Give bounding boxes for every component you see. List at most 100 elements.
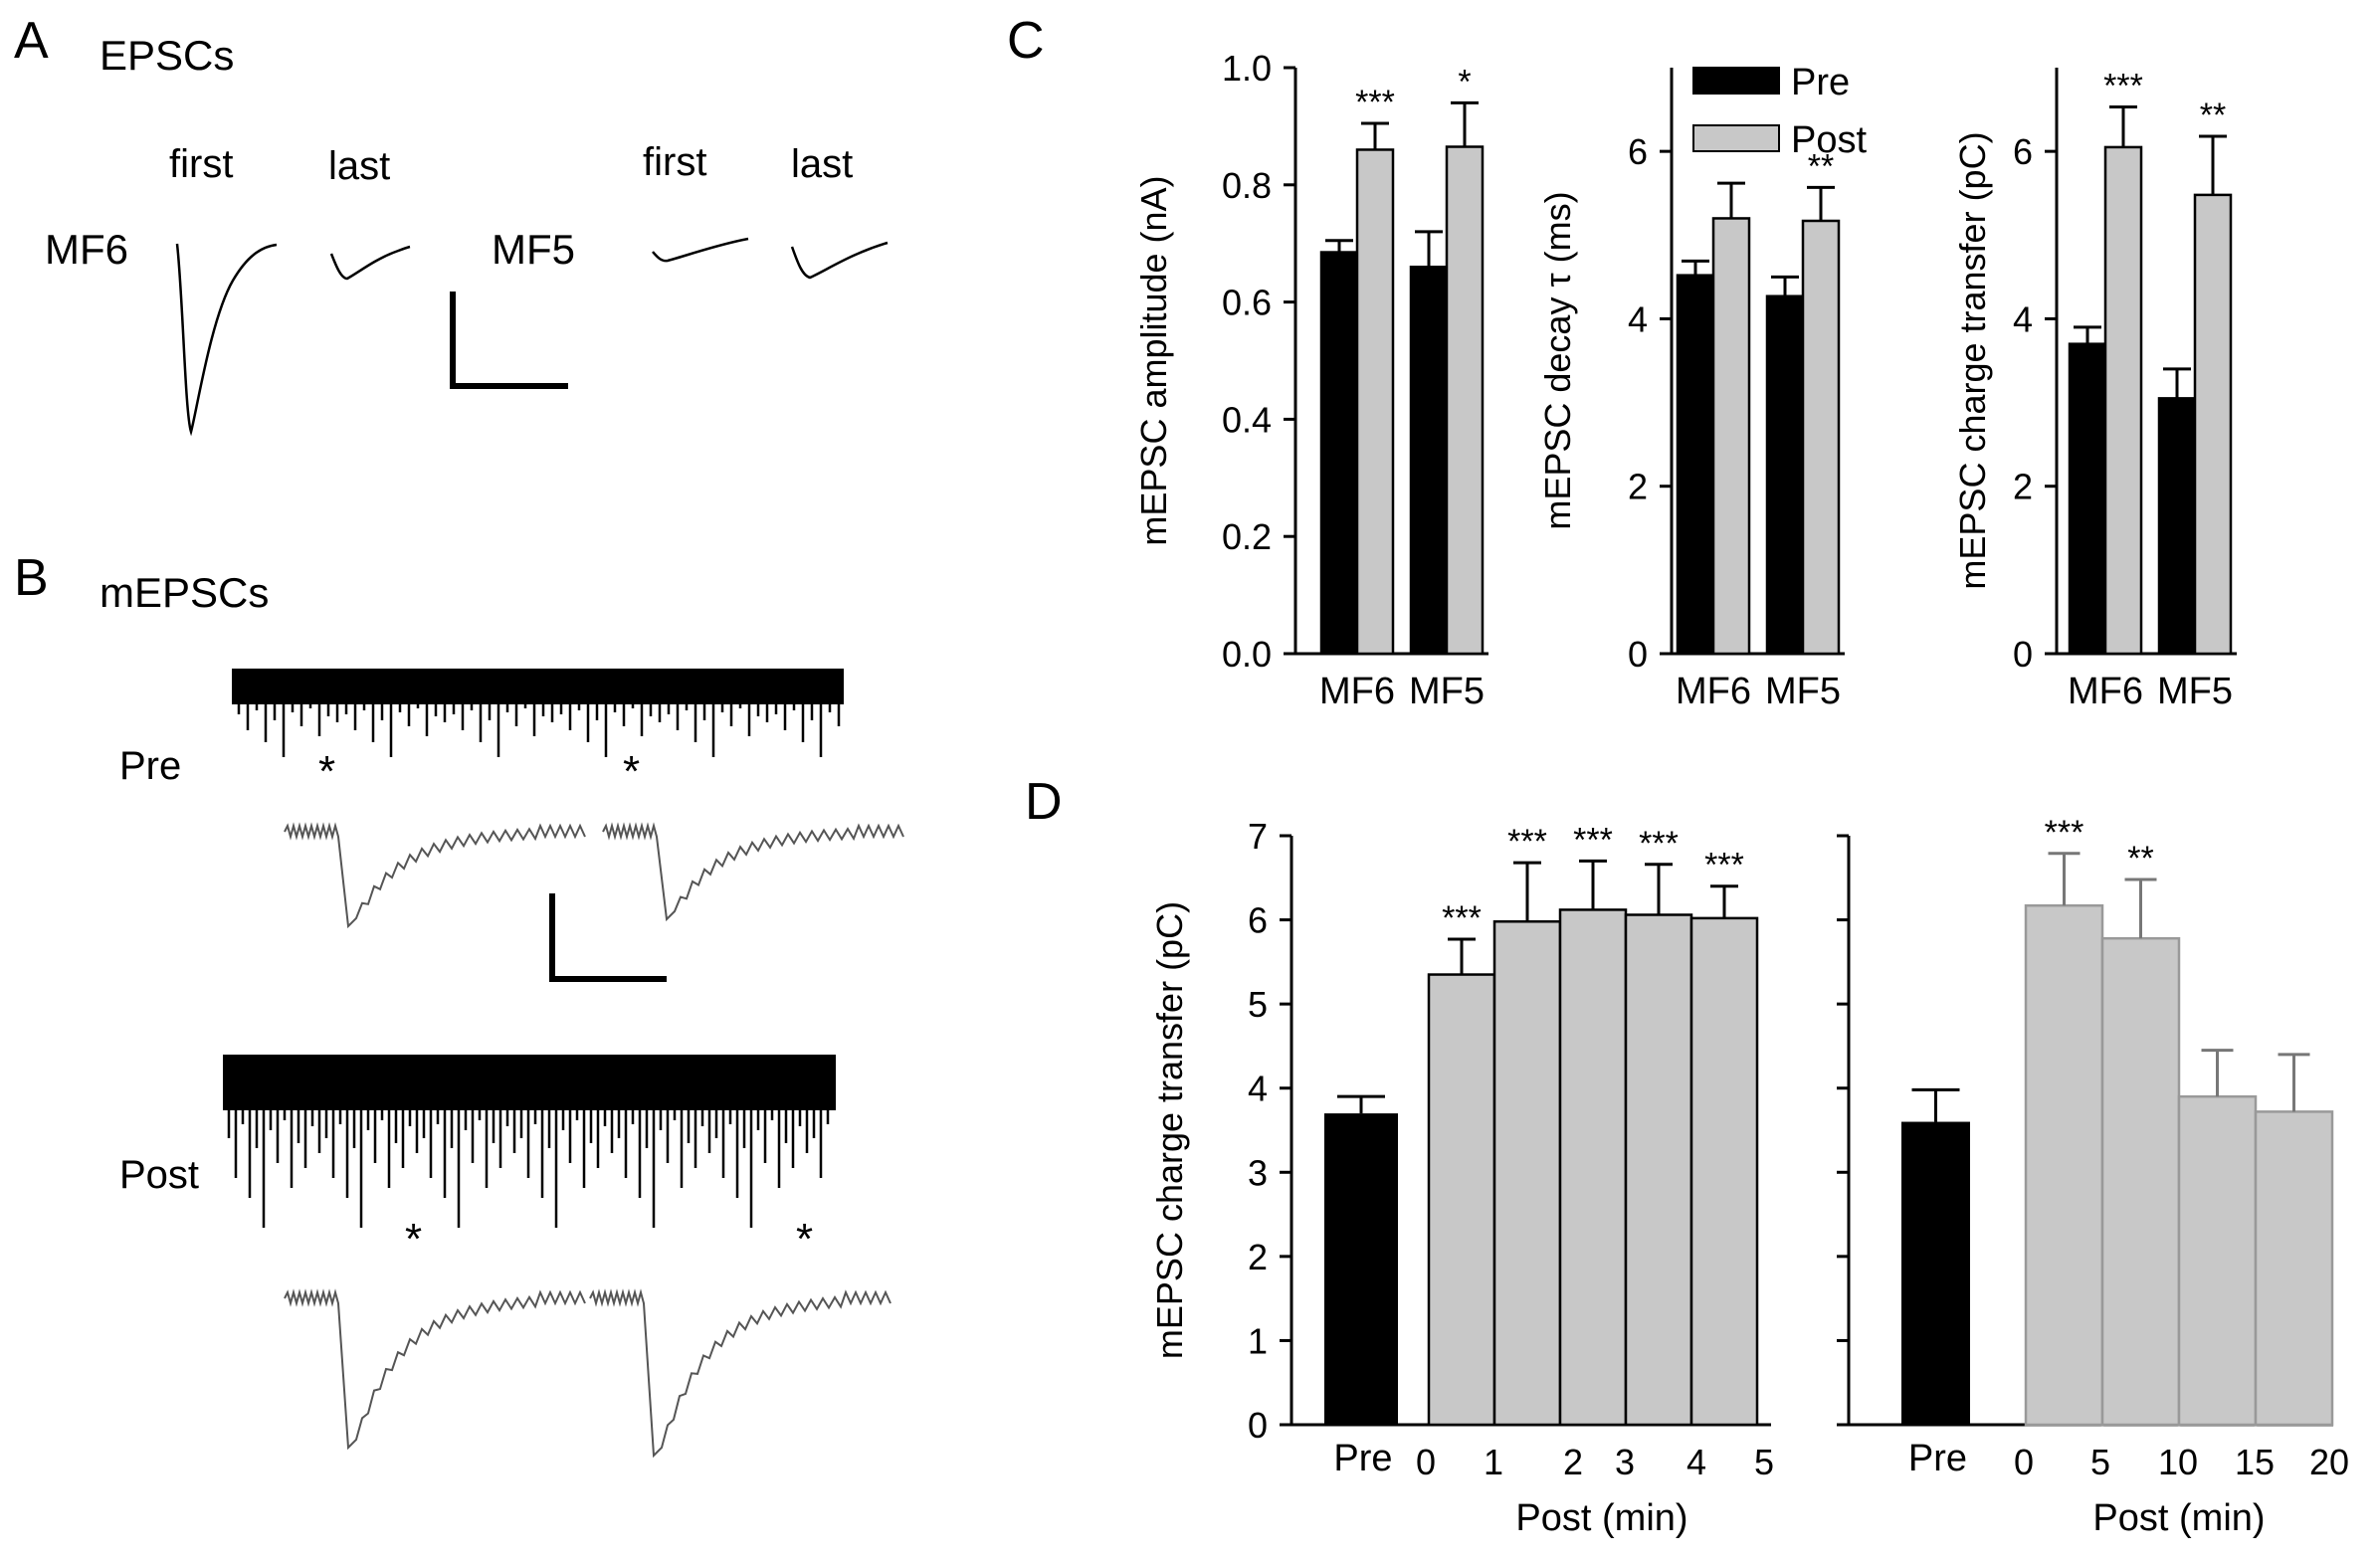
x-tick-label: 0 — [2014, 1442, 2034, 1482]
bar-pre — [1319, 251, 1359, 656]
x-tick-label: 15 — [2235, 1442, 2275, 1482]
panel-b-title: mEPSCs — [99, 569, 269, 616]
bar-post — [2100, 936, 2181, 1427]
significance-marker: * — [1458, 63, 1471, 100]
y-tick-label: 4 — [1628, 298, 1648, 339]
post-event-star-2: * — [796, 1215, 813, 1264]
post-event-star-1: * — [405, 1215, 422, 1264]
x-tick-label: 10 — [2158, 1442, 2198, 1482]
panel-b: B mEPSCs Pre Post * * * * — [14, 549, 904, 1459]
mepsc-scale-bar — [549, 893, 667, 982]
y-tick-label: 0.4 — [1222, 399, 1272, 440]
x-tick-label: 2 — [1563, 1442, 1583, 1482]
mepsc-pre-label: Pre — [119, 744, 181, 788]
bar-pre — [2068, 342, 2107, 656]
epsc-mf5-label: MF5 — [492, 226, 575, 273]
significance-marker: ** — [2200, 97, 2226, 134]
bar-post — [2024, 903, 2104, 1427]
panel-c-letter: C — [1007, 12, 1045, 70]
epsc-mf5-last-label: last — [791, 142, 853, 186]
mepsc-pre-trace-band — [232, 669, 844, 704]
legend-swatch-post — [1692, 124, 1780, 152]
y-tick-label: 3 — [1248, 1152, 1268, 1193]
y-axis-label: mEPSC decay τ (ms) — [1537, 191, 1578, 529]
y-axis-label: mEPSC charge transfer (pC) — [1149, 901, 1190, 1359]
x-category-label: MF5 — [1409, 671, 1485, 712]
y-tick-label: 1.0 — [1222, 48, 1272, 89]
x-tick-label: 5 — [1754, 1442, 1774, 1482]
panel-a-title: EPSCs — [99, 32, 234, 79]
y-tick-label: 0 — [1628, 634, 1648, 675]
y-tick-label: 0.8 — [1222, 165, 1272, 206]
x-pre-label: Pre — [1333, 1438, 1392, 1479]
chart-mepsc-decay: 0 2 4 6 mEPSC decay τ (ms) MF6 MF5 ** Pre Post — [1537, 62, 1867, 712]
y-tick-label: 6 — [1248, 900, 1268, 941]
pre-event-star-2: * — [623, 747, 640, 796]
x-pre-label: Pre — [1908, 1438, 1967, 1479]
significance-marker: *** — [1442, 899, 1482, 937]
bar-post — [2177, 1094, 2258, 1427]
y-tick-label: 0 — [1248, 1405, 1268, 1446]
epsc-trace-mf6-last — [329, 245, 411, 281]
bar-post — [1624, 913, 1693, 1427]
y-tick-label: 0.6 — [1222, 283, 1272, 323]
x-category-label: MF6 — [1676, 671, 1751, 712]
y-tick-label: 5 — [1248, 984, 1268, 1025]
bar-post — [1427, 973, 1496, 1427]
x-category-label: MF5 — [2157, 671, 2233, 712]
bar-pre — [1901, 1121, 1970, 1425]
x-tick-label: 20 — [2309, 1442, 2349, 1482]
significance-marker: *** — [1507, 823, 1547, 861]
x-tick-label: 1 — [1484, 1442, 1503, 1482]
bar-post — [1711, 217, 1751, 656]
bar-post — [1558, 908, 1628, 1427]
epsc-scale-bar — [450, 292, 568, 389]
pre-event-star-1: * — [318, 747, 335, 796]
bar-post — [1689, 916, 1759, 1427]
y-tick-label: 0.2 — [1222, 516, 1272, 557]
mepsc-post-zoom-trace-1 — [284, 1288, 586, 1451]
mepsc-post-label: Post — [119, 1153, 199, 1197]
mepsc-pre-trace-events — [237, 702, 841, 757]
bar-post — [1445, 145, 1485, 656]
y-axis-label: mEPSC amplitude (nA) — [1133, 175, 1174, 545]
epsc-trace-mf6-first — [175, 243, 278, 437]
epsc-trace-mf5-first — [652, 237, 749, 263]
x-tick-label: 0 — [1416, 1442, 1436, 1482]
panel-c: C 0.0 0.2 0.4 0.6 0.8 1.0 mEPSC amplitude (nA)… — [1007, 12, 2237, 712]
legend-label-pre: Pre — [1791, 62, 1850, 103]
y-tick-label: 2 — [1248, 1237, 1268, 1277]
bar-pre — [2157, 397, 2197, 656]
bar-pre — [1765, 294, 1805, 656]
epsc-mf6-label: MF6 — [45, 226, 128, 273]
epsc-mf6-last-label: last — [328, 144, 390, 188]
x-axis-label: Post (min) — [2092, 1497, 2265, 1539]
panel-b-letter: B — [14, 549, 49, 607]
panel-a-letter: A — [14, 12, 49, 70]
significance-marker: *** — [1704, 847, 1744, 884]
mepsc-pre-zoom-trace-1 — [284, 822, 586, 929]
legend-label-post: Post — [1791, 119, 1867, 161]
mepsc-post-trace-events — [227, 1108, 830, 1228]
bar-post — [2254, 1110, 2334, 1427]
significance-marker: *** — [1639, 825, 1679, 863]
mepsc-post-trace-band — [223, 1055, 836, 1110]
bar-post — [2103, 145, 2143, 656]
epsc-mf6-first-label: first — [169, 142, 233, 186]
panel-d-letter: D — [1025, 773, 1063, 831]
epsc-mf5-first-label: first — [643, 140, 706, 184]
epsc-trace-mf5-last — [790, 241, 889, 280]
x-tick-label: 5 — [2090, 1442, 2110, 1482]
x-axis-label: Post (min) — [1515, 1497, 1687, 1539]
bar-post — [2193, 193, 2233, 656]
y-tick-label: 6 — [1628, 131, 1648, 172]
bar-post — [1801, 219, 1841, 656]
y-tick-label: 2 — [2013, 467, 2033, 507]
bar-pre — [1324, 1113, 1398, 1425]
chart-mepsc-charge-transfer: 0 2 4 6 mEPSC charge transfer (pC) MF6 *** MF5 *… — [1952, 68, 2237, 712]
y-tick-label: 4 — [2013, 298, 2033, 339]
bar-post — [1492, 920, 1562, 1427]
